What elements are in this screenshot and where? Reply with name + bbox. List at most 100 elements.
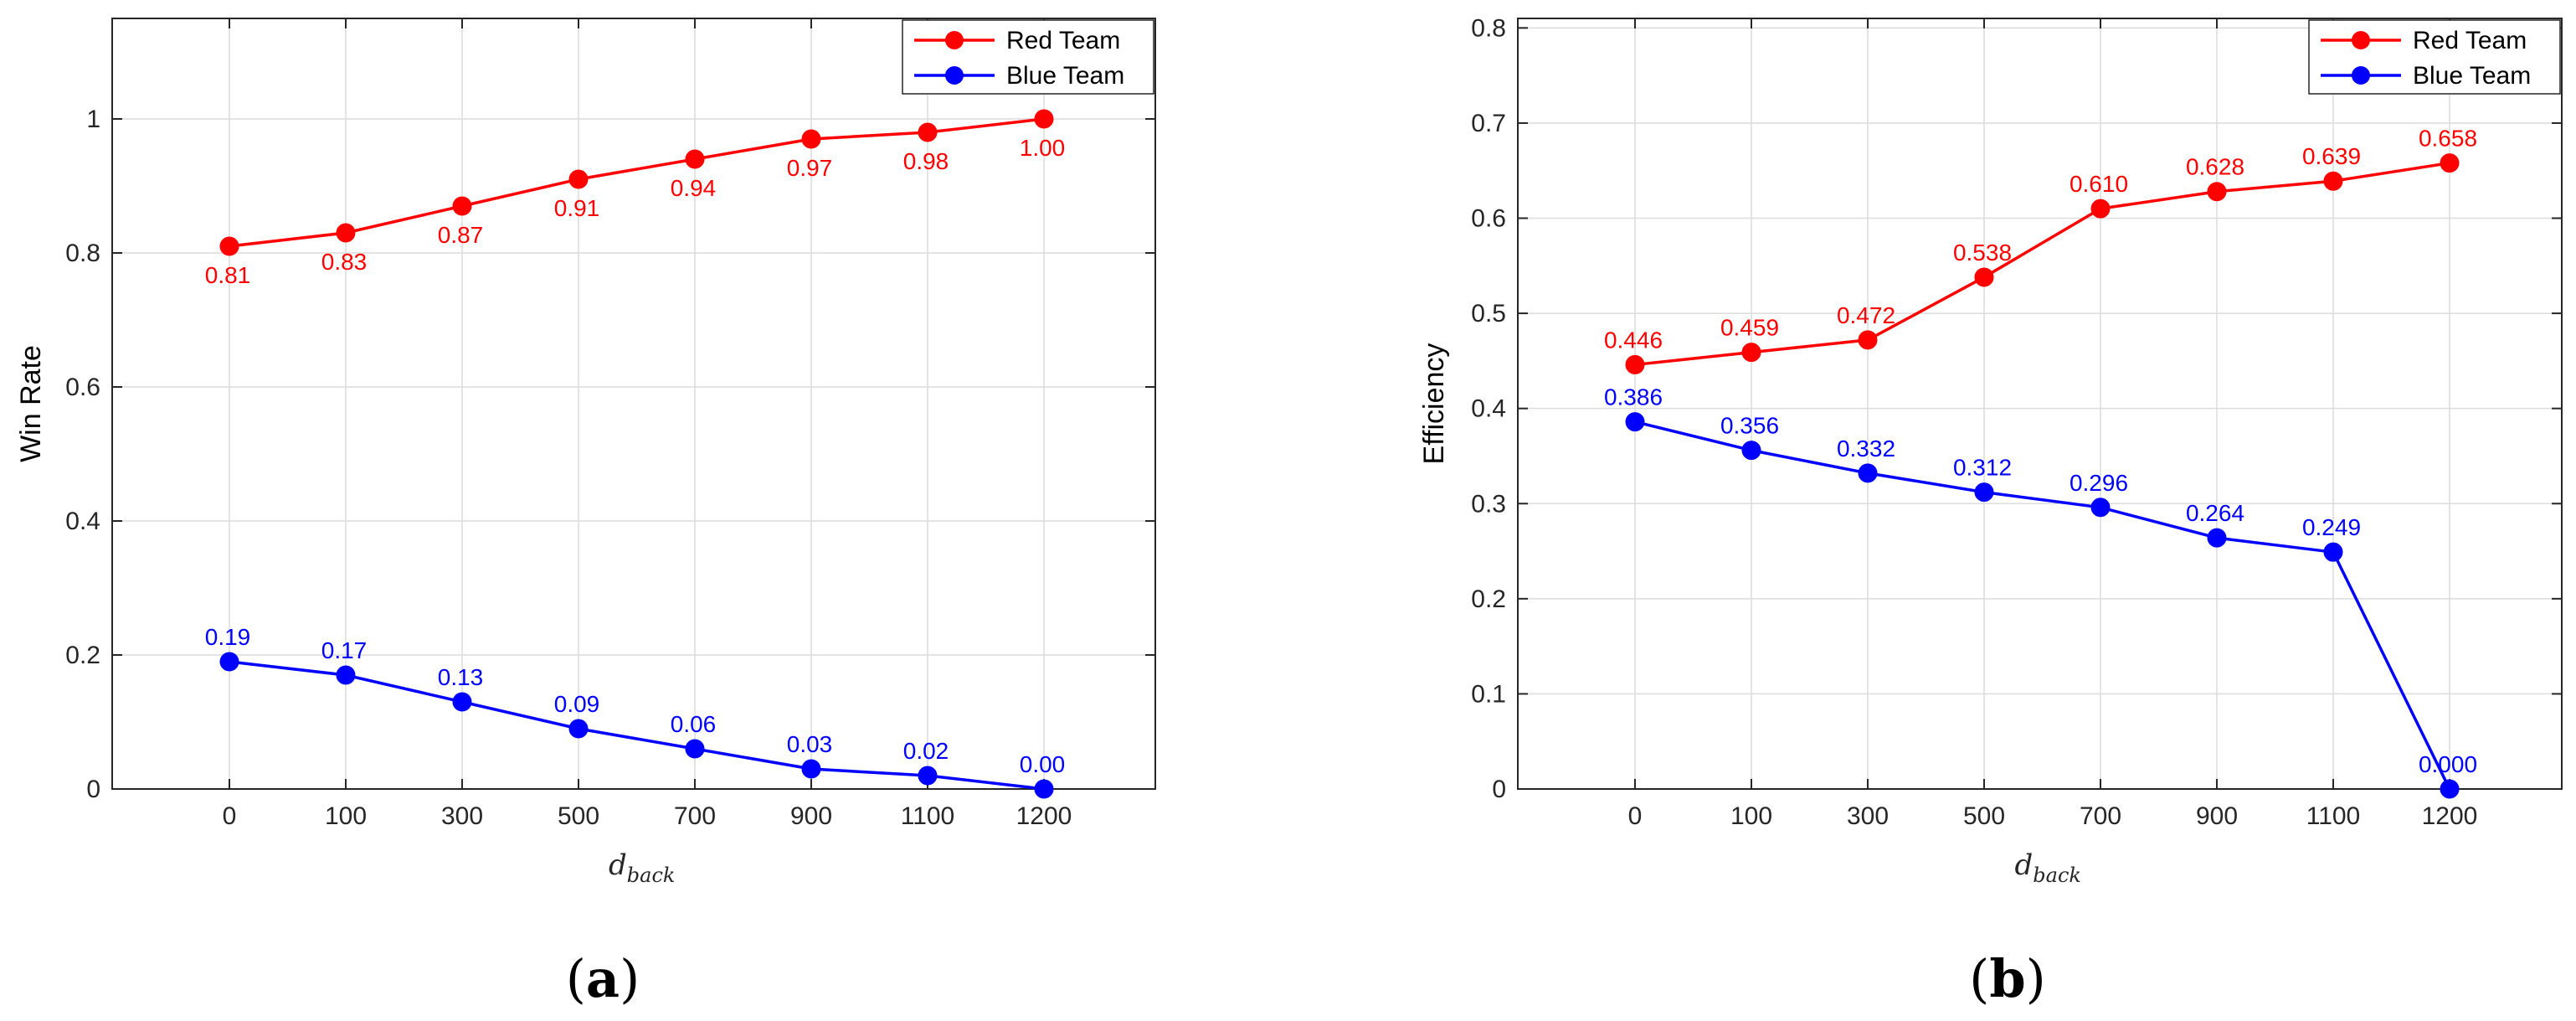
x-axis-title-sub: back bbox=[2033, 864, 2081, 887]
y-tick-label: 0 bbox=[1492, 776, 1506, 803]
x-tick-label: 1100 bbox=[2306, 802, 2361, 830]
panel-b: 0 100 300 500 700 900 1100 1200 0 0.1 0.2 0.3 0.4 0.5… bbox=[1418, 14, 2563, 1009]
data-label: 0.06 bbox=[671, 711, 717, 737]
data-point bbox=[2090, 498, 2111, 518]
data-label: 0.13 bbox=[438, 664, 484, 690]
data-point bbox=[1625, 354, 1645, 374]
caption-paren-close: ) bbox=[2026, 948, 2046, 1009]
data-point bbox=[801, 129, 821, 149]
data-label: 0.000 bbox=[2419, 751, 2477, 777]
x-tick-label: 900 bbox=[2196, 802, 2238, 830]
legend-box bbox=[902, 19, 1154, 95]
legend-label: Red Team bbox=[2413, 27, 2527, 54]
caption-paren-open: ( bbox=[566, 948, 586, 1009]
series-line-red-team bbox=[229, 117, 1045, 248]
data-point bbox=[1034, 109, 1054, 129]
data-point bbox=[801, 759, 821, 779]
data-point bbox=[568, 169, 589, 189]
caption-letter: b bbox=[1989, 948, 2025, 1009]
data-point bbox=[1858, 463, 1878, 483]
panel-a: 0 100 300 500 700 900 1100 120000.20.40.60.81Wi… bbox=[15, 18, 1156, 1009]
data-point bbox=[1625, 412, 1645, 432]
x-axis-title-sub: back bbox=[627, 864, 676, 887]
data-point bbox=[1034, 779, 1054, 799]
plot-area bbox=[1518, 18, 2562, 789]
y-tick-label: 0.4 bbox=[65, 508, 100, 535]
data-point bbox=[1974, 267, 1994, 287]
data-point bbox=[1741, 343, 1761, 363]
y-tick-label: 0.6 bbox=[65, 374, 100, 401]
legend-marker bbox=[945, 31, 964, 49]
x-axis-title: dback bbox=[2015, 848, 2081, 887]
data-label: 0.02 bbox=[903, 738, 949, 764]
data-point bbox=[2207, 182, 2227, 202]
x-tick-label: 300 bbox=[1847, 802, 1889, 830]
panel-caption: (a) bbox=[566, 948, 640, 1009]
panel-caption: (b) bbox=[1969, 948, 2046, 1009]
data-point bbox=[2207, 528, 2227, 548]
data-label: 0.03 bbox=[787, 731, 833, 757]
data-point bbox=[2440, 153, 2460, 173]
legend-label: Blue Team bbox=[2413, 62, 2531, 90]
data-point bbox=[685, 149, 705, 169]
legend-label: Red Team bbox=[1006, 27, 1120, 54]
x-tick-label: 1200 bbox=[1016, 802, 1072, 830]
x-tick-label: 500 bbox=[558, 802, 599, 830]
data-label: 0.264 bbox=[2186, 500, 2244, 526]
data-point bbox=[452, 692, 472, 712]
y-tick-label: 0.4 bbox=[1471, 395, 1506, 423]
y-tick-label: 0.2 bbox=[65, 642, 100, 669]
data-label: 0.98 bbox=[903, 148, 949, 174]
x-tick-label: 700 bbox=[2080, 802, 2121, 830]
axes-box bbox=[111, 18, 1156, 790]
data-label: 0.19 bbox=[205, 624, 251, 650]
y-tick-label: 0.1 bbox=[1471, 680, 1506, 708]
x-tick-label: 700 bbox=[674, 802, 716, 830]
legend-marker bbox=[2352, 66, 2370, 85]
data-label: 0.386 bbox=[1604, 384, 1663, 410]
x-tick-label: 900 bbox=[790, 802, 832, 830]
axes-box bbox=[1517, 18, 2563, 790]
y-tick-label: 0.3 bbox=[1471, 490, 1506, 518]
data-label: 0.91 bbox=[554, 195, 600, 221]
data-label: 0.639 bbox=[2302, 143, 2361, 169]
data-point bbox=[1741, 441, 1761, 461]
data-label: 0.356 bbox=[1720, 413, 1779, 439]
x-tick-label: 0 bbox=[1628, 802, 1643, 830]
data-label: 0.09 bbox=[554, 691, 600, 717]
data-point bbox=[452, 196, 472, 216]
y-axis-title: Win Rate bbox=[15, 345, 47, 462]
data-point bbox=[219, 236, 239, 256]
legend-marker bbox=[2352, 31, 2370, 49]
y-tick-label: 0.8 bbox=[1471, 14, 1506, 42]
y-tick-label: 1 bbox=[86, 106, 100, 133]
data-point bbox=[685, 739, 705, 759]
data-label: 0.446 bbox=[1604, 327, 1663, 353]
data-label: 0.312 bbox=[1953, 455, 2012, 481]
y-tick-label: 0.8 bbox=[65, 240, 100, 267]
data-point bbox=[918, 122, 938, 142]
data-point bbox=[1858, 330, 1878, 350]
x-axis-title: dback bbox=[609, 848, 675, 887]
data-label: 0.472 bbox=[1837, 302, 1895, 328]
y-tick-label: 0.6 bbox=[1471, 205, 1506, 233]
data-label: 0.459 bbox=[1720, 315, 1779, 341]
series-line-blue-team bbox=[229, 660, 1045, 791]
data-label: 0.83 bbox=[321, 249, 368, 275]
data-label: 0.00 bbox=[1020, 751, 1066, 777]
data-point bbox=[2323, 171, 2343, 191]
data-point bbox=[568, 719, 589, 739]
data-label: 0.538 bbox=[1953, 240, 2012, 266]
data-label: 0.87 bbox=[438, 222, 484, 248]
data-label: 0.658 bbox=[2419, 126, 2477, 152]
data-point bbox=[918, 766, 938, 786]
data-label: 0.610 bbox=[2070, 171, 2128, 197]
data-label: 0.97 bbox=[787, 155, 833, 181]
y-tick-label: 0.7 bbox=[1471, 110, 1506, 137]
legend-label: Blue Team bbox=[1006, 62, 1124, 90]
data-point bbox=[2440, 779, 2460, 799]
x-tick-label: 100 bbox=[325, 802, 367, 830]
y-axis-title: Efficiency bbox=[1418, 343, 1450, 465]
series-line-red-team bbox=[1634, 161, 2450, 367]
